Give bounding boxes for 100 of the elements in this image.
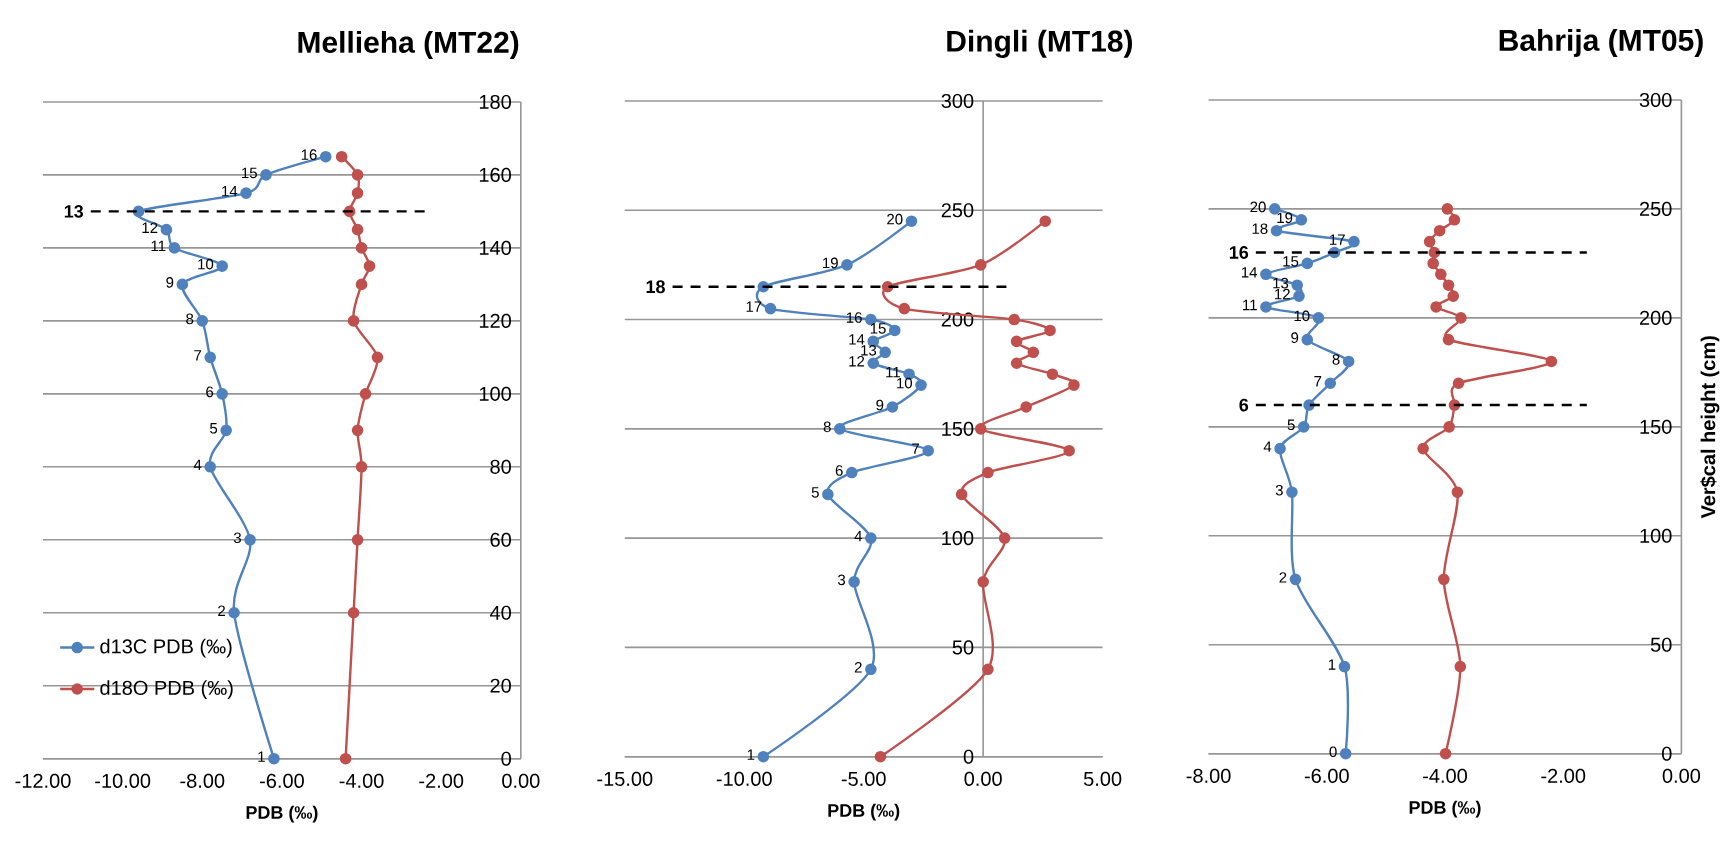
point (898, 302, 911, 315)
annotation: 14 (222, 186, 238, 197)
x-tick-label: 0.00 (502, 773, 540, 789)
point (1442, 334, 1455, 346)
point (351, 169, 364, 181)
point (355, 461, 368, 473)
y-tick-label: 150 (942, 421, 974, 437)
annotation: 10 (1294, 310, 1310, 322)
y-tick-label: 150 (1640, 419, 1672, 435)
point (764, 302, 777, 315)
x-tick-label: -8.00 (1186, 768, 1231, 784)
point (879, 346, 891, 359)
point (1291, 279, 1304, 292)
point (867, 357, 880, 370)
annotation: 1 (747, 749, 755, 761)
point (915, 379, 927, 392)
point (841, 259, 853, 271)
x-tick-label: -6.00 (260, 773, 304, 789)
annotation: 14 (849, 334, 865, 345)
point (1063, 445, 1075, 457)
point (204, 461, 217, 473)
annotation: 12 (142, 222, 158, 234)
x-tick-label: -5.00 (841, 771, 886, 787)
point (244, 534, 256, 546)
point (351, 187, 364, 200)
point (1289, 573, 1302, 586)
x-tick-label: 0.00 (1662, 768, 1701, 784)
annotation: 5 (210, 423, 218, 434)
annotation: 13 (861, 345, 877, 356)
point (1435, 268, 1447, 281)
y-tick-label: 140 (479, 240, 511, 256)
point (1438, 573, 1450, 586)
x-tick-label: -8.00 (180, 773, 225, 789)
point (355, 278, 368, 291)
point (974, 259, 987, 271)
point (1020, 401, 1032, 413)
point (355, 242, 368, 254)
y-tick-label: 300 (941, 94, 974, 109)
annotation: 7 (912, 443, 920, 455)
point (1348, 235, 1360, 248)
point (1260, 301, 1272, 313)
y-tick-label: 250 (941, 203, 974, 218)
y-tick-label: 60 (490, 532, 511, 548)
annotation: 16 (846, 312, 862, 324)
annotation: 8 (1332, 354, 1340, 365)
chart-title: Dingli (MT18) (947, 29, 1133, 59)
annotation: 3 (1275, 485, 1283, 496)
annotation: 11 (886, 367, 900, 378)
annotation: 14 (1241, 267, 1258, 278)
point (347, 315, 360, 327)
point (874, 751, 887, 763)
point (220, 424, 232, 437)
point (845, 466, 858, 479)
x-tick-label: 5.00 (1083, 771, 1122, 787)
x-tick-label: -4.00 (1423, 768, 1467, 784)
point (1430, 301, 1442, 313)
x-tick-label: -2.00 (1541, 768, 1586, 784)
chart-title: Mellieha (MT22) (298, 31, 519, 60)
annotation: 1 (1328, 659, 1336, 670)
y-tick-label: 100 (942, 531, 974, 546)
annotation: 0 (1329, 746, 1337, 758)
y-tick-label: 100 (479, 386, 511, 402)
chart-title: Bahrija (MT05) (1499, 29, 1703, 58)
point (176, 278, 189, 291)
point (977, 576, 989, 588)
x-tick-label: 0.00 (964, 771, 1002, 787)
point (865, 532, 877, 545)
point (865, 663, 877, 676)
point (1312, 312, 1325, 324)
annotation: 3 (233, 532, 241, 544)
annotation: 17 (746, 301, 762, 312)
y-tick-label: 300 (1639, 93, 1672, 108)
annotation: 12 (1275, 289, 1290, 300)
point (196, 315, 209, 327)
annotation: 2 (854, 662, 862, 673)
annotation: 8 (823, 421, 831, 433)
point (204, 351, 217, 364)
annotation: 13 (1273, 278, 1289, 289)
y-tick-label: 180 (479, 95, 511, 110)
point (1443, 421, 1455, 433)
annotation: 10 (198, 258, 214, 270)
point (1295, 214, 1308, 226)
point (1427, 257, 1439, 270)
x-tick-label: -15.00 (597, 771, 653, 787)
point (359, 388, 372, 400)
point (1301, 334, 1314, 346)
point (1260, 268, 1272, 281)
annotation: 5 (1287, 419, 1295, 431)
point (1423, 235, 1436, 248)
point (1297, 421, 1310, 433)
point (1338, 660, 1351, 673)
annotation: 6 (206, 386, 214, 398)
point (955, 488, 968, 501)
point (848, 576, 860, 588)
point (335, 151, 348, 163)
x-tick-label: -12.00 (15, 773, 71, 789)
annotation: 5 (811, 487, 819, 498)
y-tick-label: 0 (963, 749, 974, 764)
point (1301, 257, 1314, 270)
point (1008, 313, 1021, 326)
